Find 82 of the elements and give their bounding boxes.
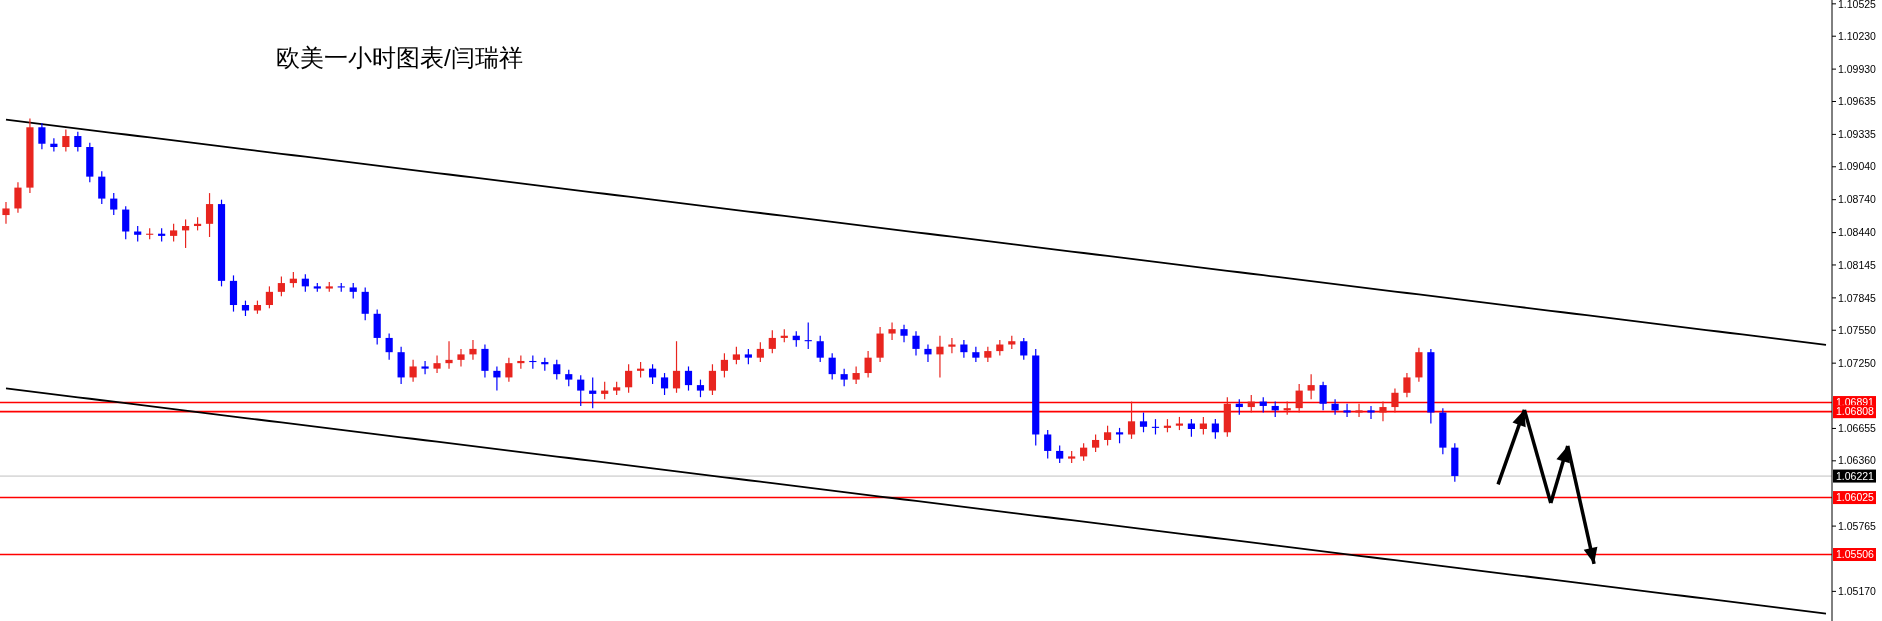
candlestick: [720, 352, 729, 379]
candlestick: [481, 343, 489, 379]
candlestick: [924, 343, 932, 363]
candlestick: [122, 205, 130, 240]
candlestick: [38, 122, 46, 150]
candlestick: [1127, 400, 1136, 440]
ref-line-label: 1.06808: [1836, 405, 1875, 418]
candlestick: [577, 374, 585, 407]
candlestick: [62, 128, 70, 153]
line-series: [5, 118, 1827, 346]
candlestick: [852, 365, 860, 385]
candlestick: [1379, 400, 1387, 422]
candlestick: [469, 339, 477, 361]
candlestick: [660, 372, 669, 396]
candlestick: [1319, 381, 1327, 411]
ref-line-label: 1.05506: [1836, 548, 1875, 561]
candlestick: [684, 365, 693, 392]
ref-line-label: 1.06025: [1836, 491, 1875, 504]
candlestick: [1044, 429, 1052, 460]
y-tick-label: 1.05765: [1838, 519, 1877, 532]
candlestick: [1403, 372, 1411, 398]
candlestick: [409, 359, 417, 383]
candlestick: [816, 335, 824, 363]
y-tick-label: 1.07250: [1838, 356, 1877, 369]
y-tick-label: 1.09335: [1838, 128, 1877, 141]
candlestick: [445, 340, 453, 370]
candlestick: [936, 335, 944, 379]
candlestick: [1343, 403, 1351, 418]
candlestick: [900, 324, 908, 343]
candlestick: [457, 348, 465, 368]
candlestick: [948, 337, 956, 354]
candlestick: [361, 286, 369, 321]
candlestick: [672, 340, 681, 394]
y-tick-label: 1.09930: [1838, 62, 1877, 75]
y-tick-label: 1.09040: [1838, 160, 1877, 173]
candlestick: [2, 201, 10, 225]
candlestick: [708, 363, 717, 396]
candlestick: [1020, 337, 1028, 361]
candlestick: [265, 285, 273, 309]
candlestick: [493, 365, 501, 392]
candlestick: [421, 360, 429, 375]
y-tick-label: 1.09635: [1838, 95, 1877, 108]
candlestick: [1295, 383, 1303, 414]
candlestick: [110, 192, 118, 216]
y-tick-label: 1.06655: [1838, 422, 1877, 435]
candlestick: [1355, 403, 1363, 418]
candlestick: [14, 181, 22, 214]
y-tick-label: 1.08145: [1838, 258, 1877, 271]
candlestick: [864, 350, 872, 379]
line-series: [5, 387, 1827, 615]
candlestick: [768, 329, 776, 354]
candlestick: [888, 321, 896, 341]
y-tick-label: 1.10230: [1838, 29, 1877, 42]
candlestick: [1331, 398, 1339, 416]
candlestick: [433, 354, 441, 374]
candlestick: [553, 359, 561, 381]
candlestick: [625, 363, 633, 394]
candlestick: [756, 341, 764, 363]
candlestick: [1307, 373, 1315, 400]
y-tick-label: 1.10525: [1838, 0, 1877, 10]
candlestick: [98, 170, 106, 205]
candlestick: [277, 275, 285, 297]
y-tick-label: 1.08440: [1838, 226, 1877, 239]
y-tick-label: 1.06360: [1838, 454, 1877, 467]
ref-line-label: 1.06891: [1836, 396, 1875, 409]
text: 欧美一小时图表/闫瑞祥: [276, 44, 523, 71]
candlestick: [385, 332, 393, 361]
candlestick: [74, 131, 82, 153]
candlestick: [1139, 411, 1148, 433]
candlestick: [972, 346, 980, 363]
candlestick: [505, 357, 513, 383]
y-tick-label: 1.08740: [1838, 193, 1877, 206]
candlestick: [205, 192, 214, 238]
candlestick: [1367, 405, 1375, 420]
ref-line-label: 1.06221: [1836, 469, 1875, 482]
candlestick: [828, 352, 836, 381]
candlestick: [1103, 425, 1112, 447]
y-tick-label: 1.05170: [1838, 585, 1877, 598]
candlestick: [912, 330, 920, 357]
candlestick: [1391, 387, 1399, 414]
y-tick-label: 1.07550: [1838, 323, 1877, 336]
y-tick-label: 1.07845: [1838, 291, 1877, 304]
